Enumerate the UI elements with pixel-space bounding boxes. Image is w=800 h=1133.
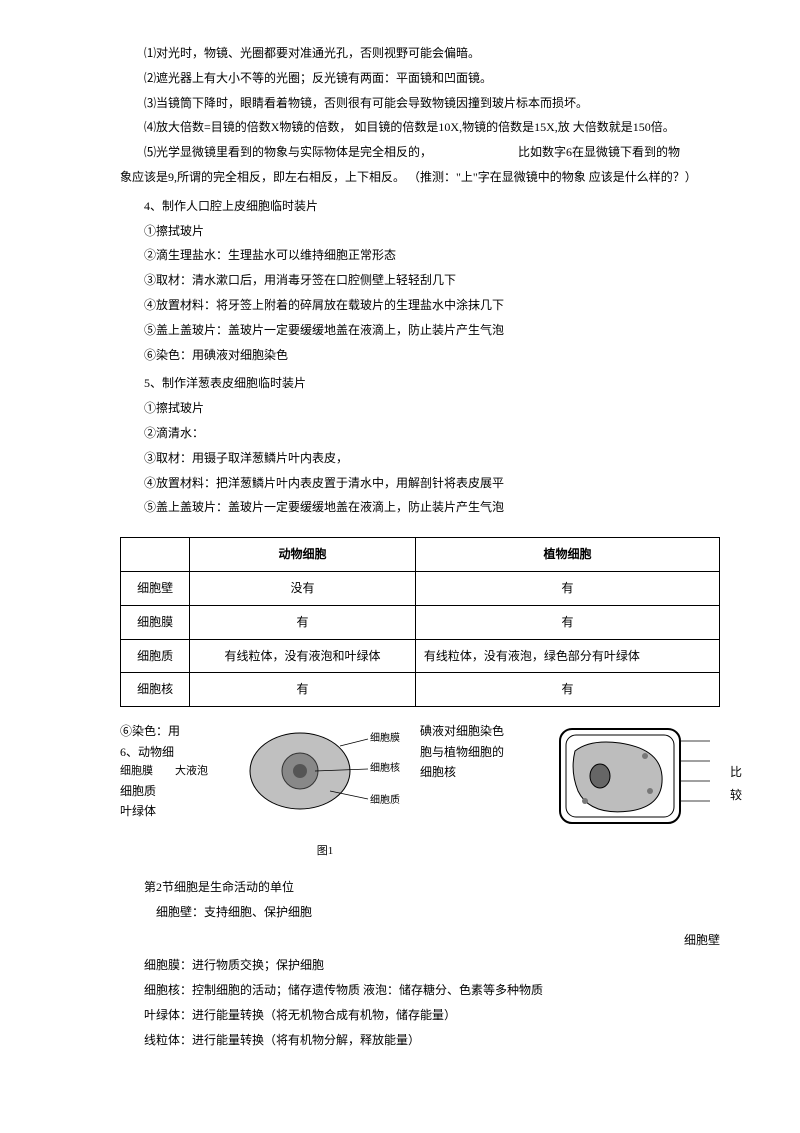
para-2: ⑵遮光器上有大小不等的光圈；反光镜有两面：平面镜和凹面镜。 bbox=[120, 67, 720, 90]
s5-step3: ③取材：用镊子取洋葱鳞片叶内表皮， bbox=[120, 447, 720, 470]
cell: 细胞膜 bbox=[121, 605, 190, 639]
cell: 有 bbox=[415, 673, 719, 707]
section2-title: 第2节细胞是生命活动的单位 bbox=[120, 876, 720, 899]
animal-cell-figure: 细胞膜 细胞核 细胞质 图1 bbox=[240, 721, 410, 862]
s4-step5: ⑤盖上盖玻片：盖玻片一定要缓缓地盖在液滴上，防止装片产生气泡 bbox=[120, 319, 720, 342]
sec2-p1: 细胞膜：进行物质交换；保护细胞 bbox=[120, 954, 720, 977]
cell: 有 bbox=[190, 605, 416, 639]
sec2-p2: 细胞核：控制细胞的活动；储存遗传物质 液泡：储存糖分、色素等多种物质 bbox=[120, 979, 720, 1002]
table-row: 细胞质 有线粒体，没有液泡和叶绿体 有线粒体，没有液泡，绿色部分有叶绿体 bbox=[121, 639, 720, 673]
left-label: 叶绿体 bbox=[120, 801, 230, 821]
s5-step4: ④放置材料：把洋葱鳞片叶内表皮置于清水中，用解剖针将表皮展平 bbox=[120, 472, 720, 495]
table-row: 细胞核 有 有 bbox=[121, 673, 720, 707]
section4-title: 4、制作人口腔上皮细胞临时装片 bbox=[120, 195, 720, 218]
cell: 有线粒体，没有液泡和叶绿体 bbox=[190, 639, 416, 673]
cellwall-right-label: 细胞壁 bbox=[120, 929, 720, 952]
s5-step5: ⑤盖上盖玻片：盖玻片一定要缓缓地盖在液滴上，防止装片产生气泡 bbox=[120, 496, 720, 519]
para-5a: ⑸光学显微镜里看到的物象与实际物体是完全相反的， bbox=[144, 145, 432, 159]
sec2-p4: 线粒体：进行能量转换（将有机物分解，释放能量） bbox=[120, 1029, 720, 1052]
left-label: ⑥染色：用 bbox=[120, 721, 230, 741]
mid-line: 碘液对细胞染色 bbox=[420, 721, 540, 741]
table-row: 动物细胞 植物细胞 bbox=[121, 538, 720, 572]
diagram-row: ⑥染色：用 6、动物细 细胞膜 大液泡 细胞质 叶绿体 细胞膜 细胞核 细胞质 … bbox=[120, 721, 720, 862]
table-row: 细胞壁 没有 有 bbox=[121, 571, 720, 605]
label-cytoplasm: 细胞质 bbox=[370, 793, 400, 806]
th-blank bbox=[121, 538, 190, 572]
cell: 有 bbox=[190, 673, 416, 707]
sec2-p3: 叶绿体：进行能量转换（将无机物合成有机物，储存能量） bbox=[120, 1004, 720, 1027]
s4-step3: ③取材：清水漱口后，用消毒牙签在口腔侧壁上轻轻刮几下 bbox=[120, 269, 720, 292]
left-label: 细胞质 bbox=[120, 781, 230, 801]
comparison-table: 动物细胞 植物细胞 细胞壁 没有 有 细胞膜 有 有 细胞质 有线粒体，没有液泡… bbox=[120, 537, 720, 707]
plant-cell-figure bbox=[550, 721, 720, 839]
para-1: ⑴对光时，物镜、光圈都要对准通光孔，否则视野可能会偏暗。 bbox=[120, 42, 720, 65]
left-label: 6、动物细 bbox=[120, 742, 230, 762]
section5-title: 5、制作洋葱表皮细胞临时装片 bbox=[120, 372, 720, 395]
figure1-caption: 图1 bbox=[240, 841, 410, 862]
mid-line: 细胞核 bbox=[420, 762, 540, 782]
th-animal: 动物细胞 bbox=[190, 538, 416, 572]
para-4: ⑷放大倍数=目镜的倍数X物镜的倍数， 如目镜的倍数是10X,物镜的倍数是15X,… bbox=[120, 116, 720, 139]
s5-step1: ①擦拭玻片 bbox=[120, 397, 720, 420]
s4-step2: ②滴生理盐水：生理盐水可以维持细胞正常形态 bbox=[120, 244, 720, 267]
cell: 细胞质 bbox=[121, 639, 190, 673]
s4-step6: ⑥染色：用碘液对细胞染色 bbox=[120, 344, 720, 367]
th-plant: 植物细胞 bbox=[415, 538, 719, 572]
cell: 有 bbox=[415, 605, 719, 639]
right-label: 比较 bbox=[730, 721, 742, 807]
left-label: 细胞膜 大液泡 bbox=[120, 762, 230, 781]
s4-step4: ④放置材料：将牙签上附着的碎屑放在载玻片的生理盐水中涂抹几下 bbox=[120, 294, 720, 317]
mid-line: 胞与植物细胞的 bbox=[420, 742, 540, 762]
label-nucleus: 细胞核 bbox=[370, 761, 400, 774]
mid-text-column: 碘液对细胞染色 胞与植物细胞的 细胞核 bbox=[420, 721, 540, 782]
para-6: 象应该是9,所谓的完全相反，即左右相反，上下相反。 （推测："上"字在显微镜中的… bbox=[120, 166, 720, 189]
cell: 细胞核 bbox=[121, 673, 190, 707]
cell: 细胞壁 bbox=[121, 571, 190, 605]
s5-step2: ②滴清水： bbox=[120, 422, 720, 445]
left-label-column: ⑥染色：用 6、动物细 细胞膜 大液泡 细胞质 叶绿体 bbox=[120, 721, 230, 821]
s4-step1: ①擦拭玻片 bbox=[120, 220, 720, 243]
para-3: ⑶当镜筒下降时，眼睛看着物镜，否则很有可能会导致物镜因撞到玻片标本而损坏。 bbox=[120, 92, 720, 115]
table-row: 细胞膜 有 有 bbox=[121, 605, 720, 639]
label-membrane: 细胞膜 bbox=[370, 731, 400, 744]
para-5: ⑸光学显微镜里看到的物象与实际物体是完全相反的， 比如数字6在显微镜下看到的物 bbox=[120, 141, 720, 164]
para-5b: 比如数字6在显微镜下看到的物 bbox=[518, 145, 680, 159]
sec2-line1: 细胞壁：支持细胞、保护细胞 bbox=[120, 901, 720, 924]
cell: 有 bbox=[415, 571, 719, 605]
section2: 第2节细胞是生命活动的单位 细胞壁：支持细胞、保护细胞 细胞壁 细胞膜：进行物质… bbox=[120, 876, 720, 1052]
cell: 没有 bbox=[190, 571, 416, 605]
cell: 有线粒体，没有液泡，绿色部分有叶绿体 bbox=[415, 639, 719, 673]
